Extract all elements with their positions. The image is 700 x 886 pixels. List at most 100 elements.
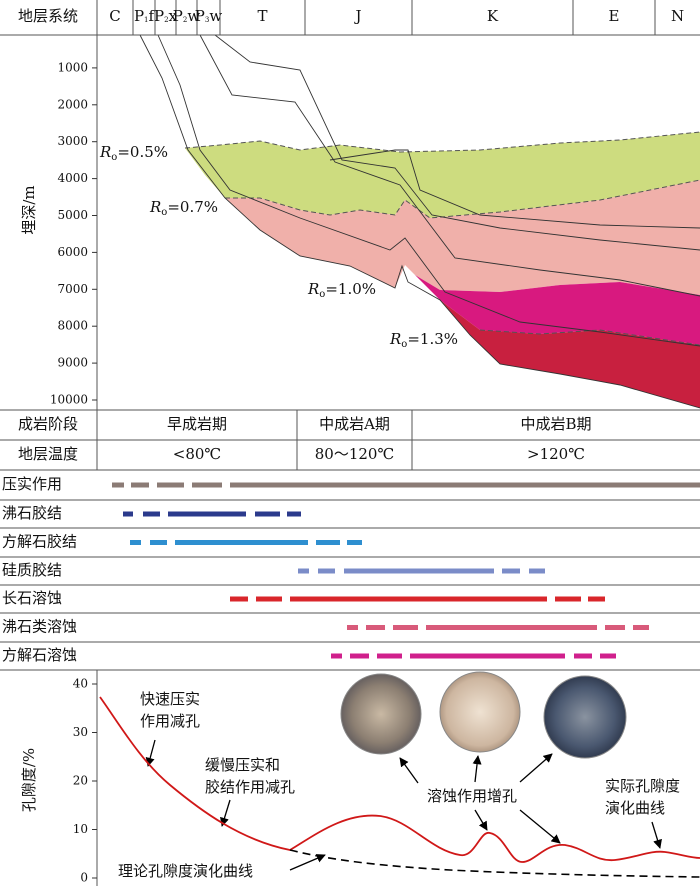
- depth-tick-label: 7000: [57, 282, 88, 296]
- stage-item: 早成岩期: [167, 415, 227, 433]
- arrow: [145, 739, 156, 767]
- process-bar: [290, 596, 547, 602]
- annotation: 作用减孔: [140, 712, 200, 730]
- process-bar: [123, 511, 133, 517]
- zone-ro-07-10: [225, 180, 700, 295]
- depth-tick-label: 9000: [57, 356, 88, 370]
- photo: [340, 673, 422, 755]
- stratum-main: P: [173, 7, 183, 25]
- theoretical-porosity-curve: [289, 849, 700, 878]
- zone-ro-gt13: [440, 300, 700, 408]
- ro-symbol: R: [99, 143, 111, 161]
- porosity-tick-label: 10: [73, 822, 88, 836]
- process-bar: [255, 511, 280, 517]
- process-bar: [588, 596, 605, 602]
- stratum-label: P2x: [154, 7, 178, 25]
- stage-item: 中成岩B期: [520, 415, 591, 433]
- annotation: 理论孔隙度演化曲线: [118, 862, 253, 880]
- stratum-main: K: [487, 7, 499, 25]
- process-bar: [347, 540, 362, 545]
- stratum-sub: 2: [164, 16, 168, 24]
- stratum-main: T: [257, 7, 267, 25]
- stratum-label: P3w: [195, 7, 223, 25]
- arrow: [651, 821, 662, 849]
- temperature-label: 地层温度: [18, 445, 78, 463]
- header-label: 地层系统: [18, 7, 78, 25]
- thin-section-photos: [340, 671, 627, 759]
- process-label: 压实作用: [2, 475, 62, 493]
- arrows: [145, 739, 662, 871]
- stratum-suffix: w: [209, 7, 222, 25]
- photo: [543, 675, 627, 759]
- ro-line: [479, 329, 700, 346]
- process-label: 长石溶蚀: [2, 589, 62, 607]
- porosity-axis-label: 孔隙度/%: [20, 748, 38, 812]
- stratum-label: K: [487, 7, 499, 25]
- depth-tick-label: 4000: [57, 171, 88, 185]
- process-bar: [168, 511, 246, 517]
- process-bar: [529, 568, 545, 574]
- stratum-sub: 3: [205, 16, 209, 24]
- process-bar: [633, 625, 649, 630]
- depth-tick-label: 2000: [57, 97, 88, 111]
- stratum-label: N: [671, 7, 684, 25]
- stratum-main: P: [134, 7, 144, 25]
- stratum-label: P1f: [134, 7, 156, 25]
- annotation: 快速压实: [140, 690, 200, 708]
- process-bar: [502, 568, 520, 574]
- stratum-main: P: [195, 7, 205, 25]
- process-bar: [112, 482, 124, 488]
- temperature-item: 80～120℃: [315, 445, 395, 463]
- zone-ro-05-07: [185, 132, 700, 218]
- ro-line: [184, 131, 700, 153]
- depth-tick-label: 3000: [57, 134, 88, 148]
- process-bar: [230, 482, 700, 488]
- annotation: 溶蚀作用增孔: [427, 787, 517, 805]
- arrow: [472, 755, 482, 783]
- process-label: 方解石胶结: [2, 533, 77, 551]
- annotation: 缓慢压实和: [205, 756, 280, 774]
- ro-lines: [184, 131, 700, 346]
- ro-label: Ro=1.0%: [307, 280, 376, 300]
- burial-curve: [214, 34, 700, 251]
- process-bar: [410, 653, 565, 659]
- burial-curve: [199, 34, 700, 297]
- maturity-zones: [185, 132, 700, 408]
- stratum-label: E: [609, 7, 620, 25]
- process-bar: [131, 482, 149, 488]
- arrow: [289, 854, 326, 871]
- ro-text: =1.3%: [407, 330, 458, 348]
- stratum-suffix: f: [149, 7, 156, 25]
- process-bar: [150, 540, 167, 545]
- ro-text: =0.7%: [167, 198, 218, 216]
- stratum-label: T: [257, 7, 267, 25]
- ro-text: =0.5%: [117, 143, 168, 161]
- porosity-tick-label: 20: [73, 774, 88, 788]
- process-bar: [555, 596, 581, 602]
- ro-label: Ro=1.3%: [389, 330, 458, 350]
- ro-symbol: R: [389, 330, 401, 348]
- arrow: [519, 753, 553, 783]
- process-bar: [600, 653, 616, 659]
- depth-tick-label: 8000: [57, 319, 88, 333]
- arrow: [474, 809, 488, 831]
- process-bar: [377, 653, 402, 659]
- stratum-label: C: [109, 7, 120, 25]
- stratum-suffix: x: [169, 7, 178, 25]
- arrow: [519, 809, 561, 844]
- ro-label: Ro=0.7%: [149, 198, 218, 218]
- ro-text: =1.0%: [325, 280, 376, 298]
- ro-symbol: R: [307, 280, 319, 298]
- stratum-main: E: [609, 7, 620, 25]
- photo: [439, 671, 521, 753]
- process-label: 方解石溶蚀: [2, 646, 77, 664]
- depth-tick-label: 10000: [50, 393, 88, 407]
- stratum-main: J: [353, 7, 361, 25]
- temperature-item: >120℃: [527, 445, 585, 463]
- process-bar: [350, 653, 369, 659]
- process-bar: [574, 653, 592, 659]
- burial-curve: [329, 149, 700, 229]
- process-bar: [393, 625, 418, 630]
- process-bar: [143, 511, 160, 517]
